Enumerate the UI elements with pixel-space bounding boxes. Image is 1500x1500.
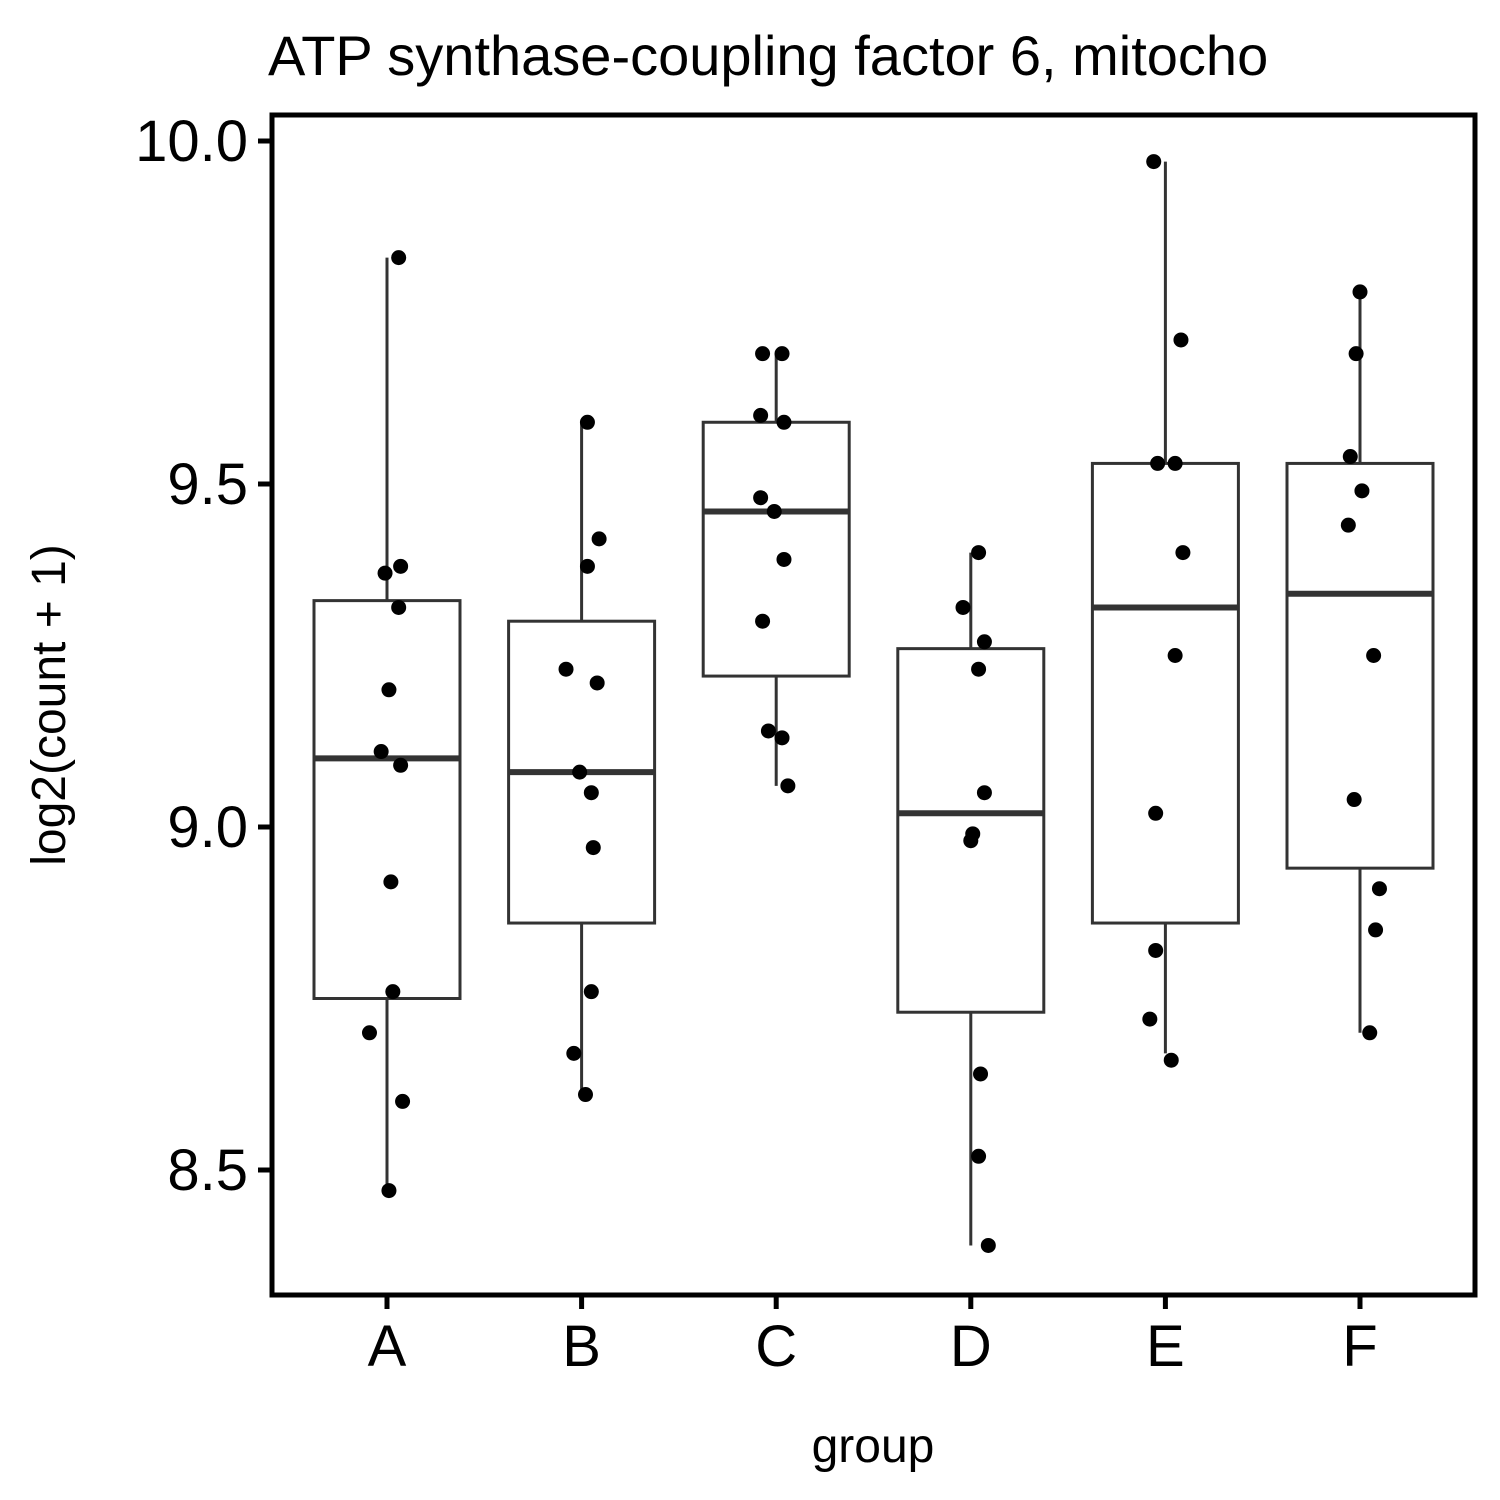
data-point <box>377 565 393 581</box>
x-tick-label: F <box>1342 1314 1377 1379</box>
data-point <box>955 599 971 615</box>
x-tick-label: B <box>562 1314 601 1379</box>
chart-title: ATP synthase-coupling factor 6, mitocho <box>268 24 1268 87</box>
data-point <box>391 599 407 615</box>
data-point <box>1148 942 1164 958</box>
data-point <box>1342 449 1358 465</box>
boxes-layer <box>312 161 1435 1246</box>
data-point <box>1167 455 1183 471</box>
data-point <box>1348 346 1364 362</box>
data-point <box>780 778 796 794</box>
data-point <box>980 1237 996 1253</box>
data-point <box>579 558 595 574</box>
data-point <box>361 1025 377 1041</box>
data-point <box>1346 792 1362 808</box>
data-point <box>558 661 574 677</box>
data-point <box>591 531 607 547</box>
data-point <box>1150 455 1166 471</box>
x-tick-label: A <box>368 1314 407 1379</box>
data-point <box>1340 517 1356 533</box>
data-point <box>381 1183 397 1199</box>
data-point <box>1362 1025 1378 1041</box>
data-point <box>583 984 599 1000</box>
data-point <box>976 785 992 801</box>
data-point <box>373 744 389 760</box>
data-point <box>971 661 987 677</box>
x-tick-label: D <box>950 1314 992 1379</box>
y-tick-label: 9.5 <box>167 452 248 517</box>
data-point <box>391 250 407 266</box>
data-point <box>566 1045 582 1061</box>
data-point <box>755 613 771 629</box>
data-point <box>1163 1052 1179 1068</box>
data-point <box>393 558 409 574</box>
data-point <box>383 874 399 890</box>
y-tick-label: 10.0 <box>135 109 248 174</box>
data-point <box>760 723 776 739</box>
data-point <box>963 833 979 849</box>
data-point <box>1146 154 1162 170</box>
box-a <box>312 257 462 1191</box>
data-point <box>1167 648 1183 663</box>
y-tick-label: 8.5 <box>167 1138 248 1203</box>
data-point <box>774 346 790 362</box>
plot-panel-border <box>269 112 1478 1298</box>
box-e <box>1090 161 1240 1054</box>
data-point <box>385 984 401 1000</box>
iqr-box <box>312 599 462 1000</box>
box-f <box>1285 291 1435 1033</box>
x-tick-label: C <box>755 1314 797 1379</box>
data-point <box>579 414 595 430</box>
data-point <box>1173 332 1189 348</box>
x-axis: A B C D E F <box>368 1295 1378 1379</box>
data-point <box>976 634 992 650</box>
data-point <box>1352 284 1368 300</box>
data-point <box>753 490 769 506</box>
data-point <box>1148 805 1164 821</box>
data-point <box>971 1148 987 1164</box>
data-point <box>776 414 792 430</box>
data-point <box>755 346 771 362</box>
data-point <box>589 675 605 691</box>
iqr-box <box>701 420 851 678</box>
data-point <box>393 757 409 773</box>
data-point <box>577 1087 593 1103</box>
box-d <box>896 552 1046 1246</box>
data-point <box>973 1066 989 1082</box>
data-point <box>1354 483 1370 499</box>
data-point <box>753 407 769 423</box>
data-point <box>1142 1011 1158 1027</box>
y-axis-title: log2(count + 1) <box>23 544 76 866</box>
data-point <box>774 730 790 746</box>
iqr-box <box>1285 461 1435 870</box>
y-axis: 8.5 9.0 9.5 10.0 <box>135 109 272 1203</box>
data-point <box>585 840 601 856</box>
data-point <box>395 1093 411 1109</box>
data-point <box>1175 545 1191 561</box>
data-point <box>766 503 782 519</box>
x-axis-title: group <box>812 1420 935 1473</box>
x-tick-label: E <box>1146 1314 1185 1379</box>
data-point <box>1371 881 1387 897</box>
data-point <box>1368 922 1384 938</box>
data-point <box>776 551 792 567</box>
box-b <box>507 422 657 1095</box>
iqr-box <box>1090 461 1240 925</box>
y-tick-label: 9.0 <box>167 795 248 860</box>
data-point <box>583 785 599 801</box>
data-point <box>572 764 588 780</box>
data-point <box>1366 648 1382 663</box>
box-c <box>701 353 851 786</box>
data-point <box>381 682 397 698</box>
points-layer <box>361 154 1387 1253</box>
data-point <box>971 545 987 561</box>
